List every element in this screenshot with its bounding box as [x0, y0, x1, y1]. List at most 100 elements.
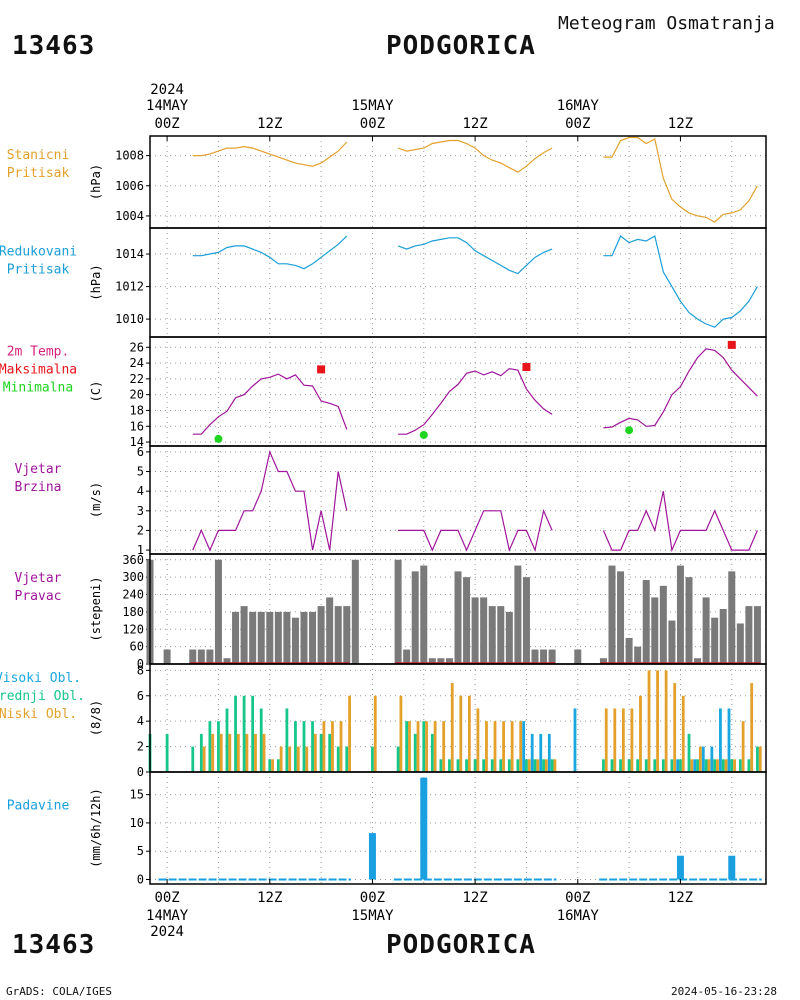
y-tick-label-reduced_pressure: 1010 [115, 312, 144, 326]
mid-cloud-bar [285, 708, 289, 772]
low-cloud-bar [630, 708, 634, 772]
panel-label-reduced_pressure: Redukovani [0, 245, 77, 260]
low-cloud-bar [271, 759, 274, 772]
direction-bar [232, 611, 240, 664]
series-line-wind_speed-0 [192, 449, 348, 552]
direction-bar [394, 559, 402, 664]
high-cloud-bar [701, 746, 705, 772]
low-cloud-bar [313, 733, 317, 772]
series-line-wind_speed-1 [398, 508, 553, 553]
low-cloud-bar [373, 695, 377, 772]
low-cloud-bar [733, 759, 736, 772]
low-cloud-bar [254, 733, 257, 772]
high-cloud-bar [676, 759, 680, 772]
direction-bar [702, 597, 710, 664]
series-line-temperature-0 [192, 373, 348, 435]
unit-label-wind_speed: (m/s) [89, 482, 103, 518]
min-temp-marker [214, 434, 223, 443]
direction-bar [240, 606, 248, 664]
low-cloud-bar [758, 746, 762, 772]
low-cloud-bar [442, 721, 446, 772]
high-cloud-bar [530, 733, 534, 772]
direction-bar [351, 559, 359, 664]
mid-cloud-bar [550, 759, 554, 772]
direction-bar [514, 565, 522, 664]
direction-bar [522, 577, 530, 664]
direction-bar [454, 571, 462, 664]
panel-label-precip: Padavine [7, 798, 70, 813]
direction-bar [617, 571, 625, 664]
low-cloud-bar [647, 670, 651, 772]
direction-bar [437, 658, 445, 664]
direction-bar [548, 649, 556, 664]
mid-cloud-bar [199, 733, 203, 772]
low-cloud-bar [707, 759, 711, 772]
direction-bar [163, 649, 171, 664]
low-cloud-bar [750, 683, 754, 772]
date-label-top: 14MAY [146, 98, 189, 114]
mid-cloud-bar [259, 708, 263, 772]
direction-bar [266, 611, 274, 664]
y-tick-label-cloud: 2 [137, 740, 144, 754]
low-cloud-bar [459, 695, 463, 772]
series-line-wind_speed-2 [602, 491, 758, 553]
direction-bar [685, 577, 693, 664]
panel-label-station_pressure: Stanicni [7, 148, 70, 163]
mid-cloud-bar [713, 759, 717, 772]
series-line-reduced_pressure-0 [192, 235, 348, 270]
direction-bar [719, 609, 727, 664]
unit-label-precip: (mm/6h/12h) [89, 788, 103, 867]
mid-cloud-bar [422, 721, 426, 772]
y-tick-label-wind_direction: 120 [122, 622, 144, 636]
low-cloud-bar [476, 708, 480, 772]
precip-bar [728, 855, 736, 880]
y-tick-label-temperature: 26 [130, 340, 144, 354]
mid-cloud-bar [644, 759, 648, 772]
x-tick-label-bottom: 00Z [154, 890, 179, 906]
low-cloud-bar [236, 733, 240, 772]
y-tick-label-station_pressure: 1008 [115, 149, 144, 163]
x-tick-label-bottom: 12Z [462, 890, 487, 906]
y-tick-label-cloud: 0 [137, 765, 144, 779]
direction-bar [711, 617, 719, 664]
low-cloud-bar [416, 721, 420, 772]
mid-cloud-bar [311, 721, 314, 772]
y-tick-label-wind_direction: 60 [130, 640, 144, 654]
direction-bar [531, 649, 539, 664]
direction-bar [214, 559, 222, 664]
y-tick-label-wind_speed: 1 [137, 543, 144, 557]
date-label-top: 16MAY [557, 98, 600, 114]
y-tick-label-wind_speed: 4 [137, 484, 144, 498]
low-cloud-bar [339, 721, 343, 772]
mid-cloud-bar [396, 746, 400, 772]
low-cloud-bar [331, 721, 334, 772]
unit-label-reduced_pressure: (hPa) [89, 264, 103, 300]
max-temp-marker [522, 363, 531, 372]
low-cloud-bar [279, 746, 283, 772]
y-tick-label-precip: 0 [137, 872, 144, 886]
panel-frame-wind_speed [149, 445, 767, 555]
mid-cloud-bar [602, 759, 605, 772]
x-tick-label-bottom: 00Z [565, 890, 590, 906]
direction-bar [753, 606, 761, 664]
low-cloud-bar [245, 733, 249, 772]
panel-label-temperature: Minimalna [3, 381, 73, 396]
mid-cloud-bar [730, 759, 734, 772]
direction-bar [471, 597, 479, 664]
direction-bar [668, 620, 676, 664]
panel-label-wind_speed: Vjetar [15, 462, 62, 477]
low-cloud-bar [519, 721, 523, 772]
mid-cloud-bar [507, 759, 511, 772]
x-tick-label-bottom: 00Z [360, 890, 385, 906]
series-line-temperature-1 [398, 367, 553, 435]
direction-bar [317, 606, 325, 664]
low-cloud-bar [502, 721, 505, 772]
mid-cloud-bar [473, 759, 477, 772]
low-cloud-bar [673, 683, 677, 772]
mid-cloud-bar [251, 695, 255, 772]
station-id-top: 13463 [12, 31, 96, 61]
unit-label-cloud: (8/8) [89, 700, 103, 736]
low-cloud-bar [613, 708, 617, 772]
y-tick-label-temperature: 24 [130, 356, 144, 370]
mid-cloud-bar [721, 759, 725, 772]
